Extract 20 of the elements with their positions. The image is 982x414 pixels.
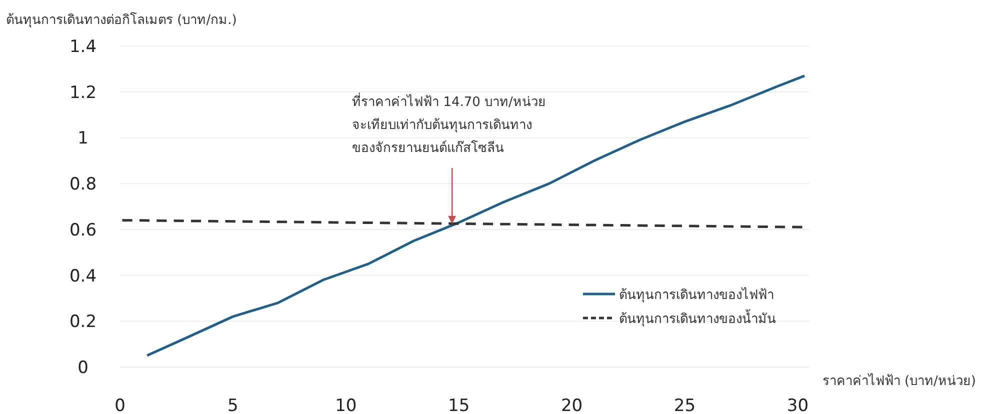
x-tick-label: 15 — [448, 396, 470, 414]
y-tick-label: 1 — [78, 128, 88, 149]
legend-label: ต้นทุนการเดินทางของน้ำมัน — [619, 309, 776, 327]
legend-label: ต้นทุนการเดินทางของไฟฟ้า — [619, 287, 774, 303]
x-tick-label: 25 — [674, 396, 696, 414]
y-tick-label: 0.4 — [69, 266, 97, 286]
x-axis-title: ราคาค่าไฟฟ้า (บาท/หน่วย) — [822, 373, 976, 389]
x-tick-label: 30 — [786, 396, 809, 414]
x-tick-label: 0 — [114, 396, 126, 414]
annotation: ที่ราคาค่าไฟฟ้า 14.70 บาท/หน่วย จะเทียบเท่ากับต้นทุนการเดินทาง ของจักรยานยนต์แก๊สโซลีน — [352, 93, 546, 156]
x-tick-label: 20 — [560, 396, 583, 414]
y-tick-label: 0.6 — [69, 220, 97, 240]
y-tick-label: 0.8 — [69, 174, 97, 195]
x-tick-label: 5 — [228, 396, 238, 414]
y-tick-label: 0.2 — [69, 312, 97, 332]
y-axis-title: ต้นทุนการเดินทางต่อกิโลเมตร (บาท/กม.) — [6, 12, 237, 28]
y-tick-label: 1.4 — [69, 37, 97, 57]
y-tick-label: 1.2 — [69, 82, 97, 103]
x-tick-label: 10 — [335, 396, 357, 414]
y-tick-label: 0 — [78, 358, 88, 378]
